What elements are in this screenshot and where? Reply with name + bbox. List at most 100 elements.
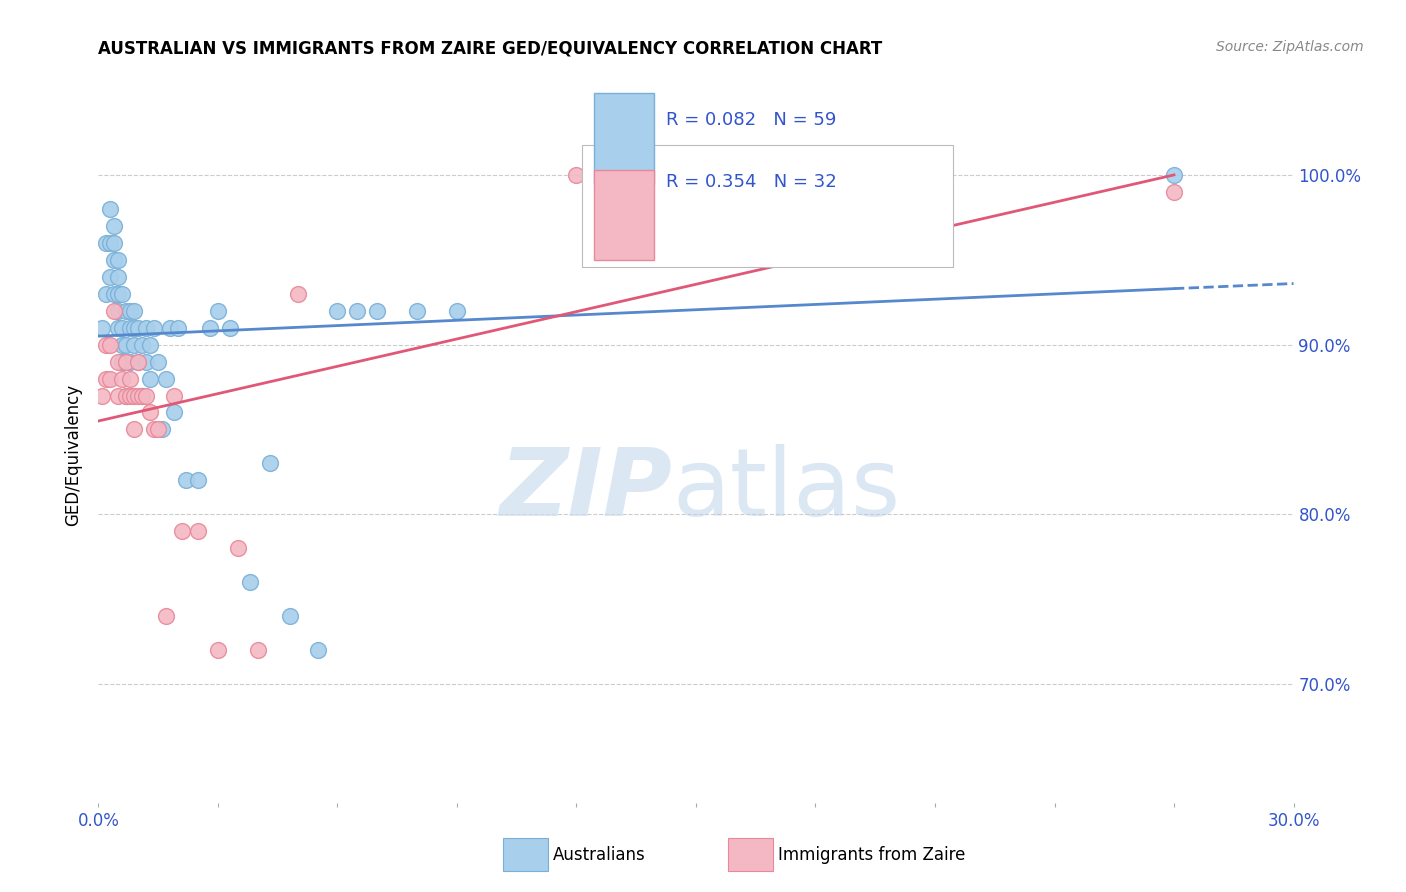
- FancyBboxPatch shape: [595, 169, 654, 260]
- Point: [120, 388, 142, 402]
- Point: [124, 422, 146, 436]
- Point: [307, 643, 329, 657]
- Text: Immigrants from Zaire: Immigrants from Zaire: [778, 846, 965, 863]
- Point: [1163, 168, 1185, 182]
- Point: [103, 235, 125, 250]
- Text: Source: ZipAtlas.com: Source: ZipAtlas.com: [1216, 40, 1364, 54]
- Text: Australians: Australians: [553, 846, 645, 863]
- Point: [96, 337, 118, 351]
- Point: [111, 320, 134, 334]
- Point: [239, 575, 262, 590]
- Point: [278, 609, 301, 624]
- Point: [163, 405, 186, 419]
- Point: [96, 235, 118, 250]
- Point: [124, 388, 146, 402]
- Point: [115, 354, 138, 368]
- Point: [167, 320, 190, 334]
- Point: [107, 388, 129, 402]
- Point: [100, 269, 122, 284]
- Point: [100, 202, 122, 216]
- Point: [174, 474, 197, 488]
- FancyBboxPatch shape: [595, 93, 654, 184]
- Point: [198, 320, 221, 334]
- Point: [115, 354, 138, 368]
- Point: [115, 303, 138, 318]
- Point: [107, 269, 129, 284]
- Point: [219, 320, 242, 334]
- Y-axis label: GED/Equivalency: GED/Equivalency: [65, 384, 83, 526]
- Point: [124, 337, 146, 351]
- Point: [115, 388, 138, 402]
- FancyBboxPatch shape: [582, 145, 953, 267]
- Point: [207, 643, 229, 657]
- Point: [148, 354, 170, 368]
- Point: [131, 388, 153, 402]
- Point: [111, 371, 134, 385]
- Text: AUSTRALIAN VS IMMIGRANTS FROM ZAIRE GED/EQUIVALENCY CORRELATION CHART: AUSTRALIAN VS IMMIGRANTS FROM ZAIRE GED/…: [98, 40, 883, 58]
- Point: [127, 354, 149, 368]
- Point: [135, 388, 157, 402]
- Point: [120, 371, 142, 385]
- Point: [115, 388, 138, 402]
- Point: [100, 371, 122, 385]
- Point: [120, 354, 142, 368]
- Point: [124, 320, 146, 334]
- Point: [115, 337, 138, 351]
- Point: [96, 371, 118, 385]
- Point: [207, 303, 229, 318]
- Point: [150, 422, 173, 436]
- Point: [139, 371, 162, 385]
- Point: [259, 457, 281, 471]
- Text: ZIP: ZIP: [499, 443, 672, 536]
- Point: [159, 320, 181, 334]
- Point: [103, 252, 125, 267]
- Point: [107, 303, 129, 318]
- Point: [100, 235, 122, 250]
- Point: [139, 405, 162, 419]
- Point: [96, 286, 118, 301]
- Point: [103, 303, 125, 318]
- Point: [226, 541, 249, 556]
- Point: [127, 354, 149, 368]
- Point: [135, 320, 157, 334]
- Point: [446, 303, 468, 318]
- Point: [187, 474, 209, 488]
- Point: [172, 524, 194, 539]
- Point: [246, 643, 269, 657]
- Point: [143, 422, 166, 436]
- Point: [143, 320, 166, 334]
- Point: [346, 303, 368, 318]
- Text: atlas: atlas: [672, 443, 900, 536]
- Point: [107, 252, 129, 267]
- Point: [155, 371, 177, 385]
- Point: [139, 337, 162, 351]
- Point: [406, 303, 429, 318]
- Point: [111, 354, 134, 368]
- Point: [148, 422, 170, 436]
- Point: [326, 303, 349, 318]
- Point: [107, 286, 129, 301]
- Point: [187, 524, 209, 539]
- Point: [1163, 185, 1185, 199]
- Point: [131, 388, 153, 402]
- Point: [91, 320, 114, 334]
- Point: [287, 286, 309, 301]
- Point: [155, 609, 177, 624]
- Point: [366, 303, 388, 318]
- Point: [124, 303, 146, 318]
- Point: [565, 168, 588, 182]
- Point: [107, 320, 129, 334]
- Point: [111, 337, 134, 351]
- Text: R = 0.082   N = 59: R = 0.082 N = 59: [666, 111, 837, 128]
- Point: [120, 303, 142, 318]
- Point: [135, 354, 157, 368]
- Point: [103, 286, 125, 301]
- Point: [127, 388, 149, 402]
- Point: [107, 354, 129, 368]
- Point: [127, 320, 149, 334]
- Point: [131, 337, 153, 351]
- Text: R = 0.354   N = 32: R = 0.354 N = 32: [666, 173, 837, 191]
- Point: [111, 286, 134, 301]
- Point: [103, 219, 125, 233]
- Point: [91, 388, 114, 402]
